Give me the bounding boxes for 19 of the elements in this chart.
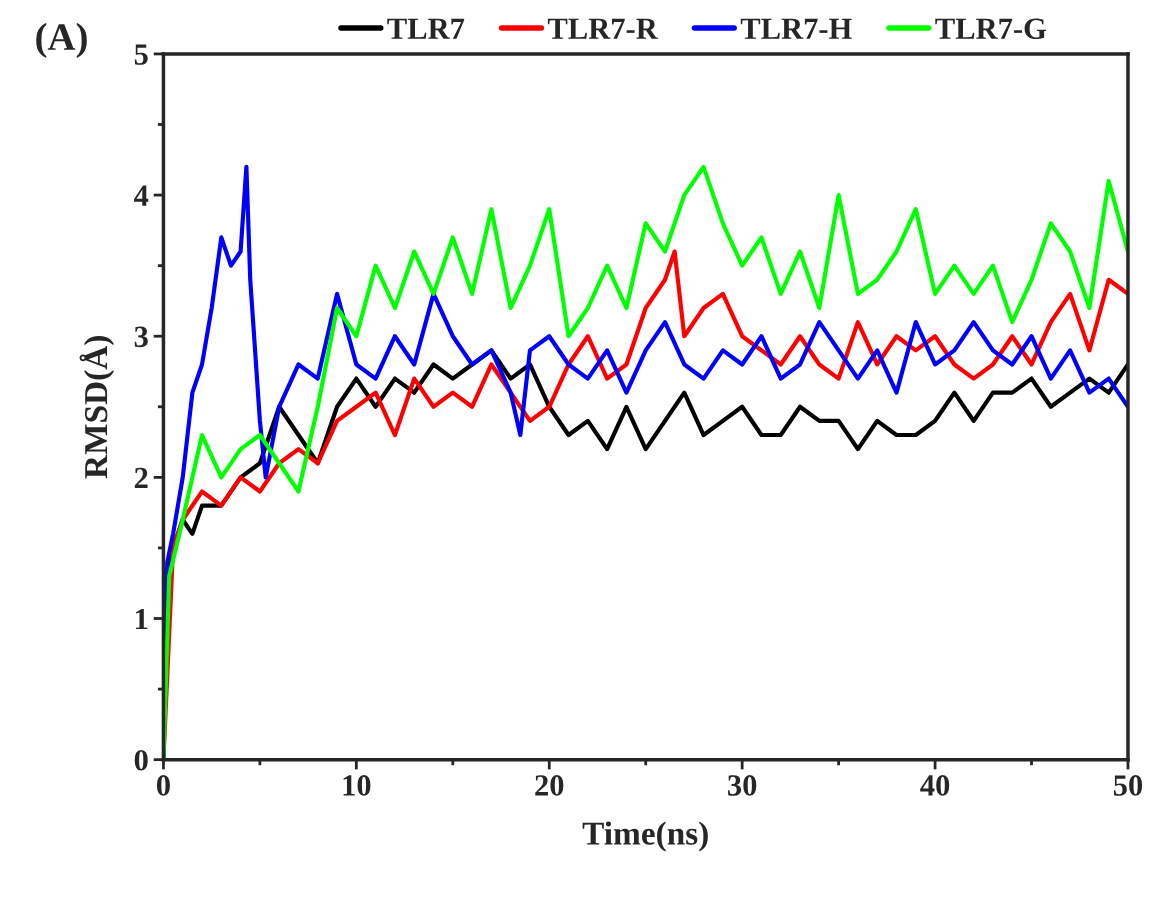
legend-label: TLR7 bbox=[387, 18, 465, 39]
legend-label: TLR7-G bbox=[935, 18, 1047, 40]
y-axis-title: RMSD(Å) bbox=[79, 336, 115, 479]
legend-label: TLR7-R bbox=[547, 18, 659, 39]
x-tick-label: 40 bbox=[920, 775, 950, 796]
x-tick-label: 0 bbox=[156, 775, 170, 796]
y-tick-label: 3 bbox=[134, 326, 148, 348]
x-axis-title: Time(ns) bbox=[582, 821, 708, 852]
x-tick-label: 30 bbox=[728, 775, 757, 796]
x-tick-label: 10 bbox=[343, 775, 371, 796]
x-tick-label: 50 bbox=[1113, 775, 1143, 796]
y-tick-label: 0 bbox=[134, 749, 148, 771]
y-tick-label: 2 bbox=[134, 467, 148, 488]
y-tick-label: 4 bbox=[134, 185, 149, 206]
y-tick-label: 1 bbox=[136, 608, 148, 630]
y-tick-label: 5 bbox=[134, 44, 148, 65]
chart-title: (A) bbox=[36, 22, 87, 59]
legend-label: TLR7-H bbox=[740, 18, 852, 39]
x-tick-label: 20 bbox=[535, 775, 564, 796]
